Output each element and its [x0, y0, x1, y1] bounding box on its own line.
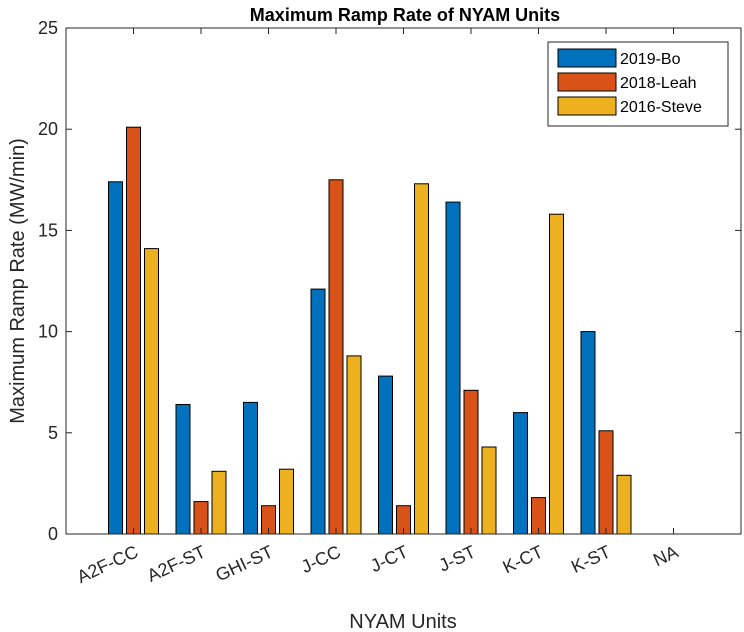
bar-2016-steve-j-ct: [414, 183, 429, 535]
bar-2018-leah-k-st: [598, 430, 614, 535]
bar-2019-bo-j-ct: [378, 375, 393, 535]
x-tick-label: NA: [650, 541, 681, 570]
bar-2019-bo-a2f-cc: [108, 181, 123, 535]
x-tick-label: K-ST: [568, 541, 614, 576]
y-axis-label: Maximum Ramp Rate (MW/min): [7, 138, 29, 424]
bar-2016-steve-k-ct: [549, 213, 564, 535]
bar-2019-bo-k-ct: [513, 412, 528, 535]
x-tick-label: K-CT: [500, 541, 547, 577]
legend-swatch: [557, 48, 617, 68]
y-tick-label: 25: [38, 18, 58, 38]
bar-2018-leah-j-cc: [328, 179, 344, 535]
x-tick-label: A2F-ST: [144, 541, 209, 585]
bar-2016-steve-ghi-st: [279, 468, 294, 535]
legend: 2019-Bo 2018-Leah 2016-Steve: [547, 41, 729, 127]
bar-2016-steve-k-st: [616, 474, 632, 535]
bar-2016-steve-a2f-st: [211, 470, 227, 535]
bar-2019-bo-j-cc: [310, 288, 326, 535]
x-tick-label: A2F-CC: [74, 541, 141, 587]
bar-2019-bo-k-st: [580, 331, 596, 535]
x-tick-label: GHI-ST: [212, 541, 276, 585]
legend-label: 2018-Leah: [620, 75, 697, 92]
y-tick-label: 15: [38, 220, 58, 240]
legend-swatch: [557, 96, 617, 116]
y-axis: 0 5 10 15 20 25: [38, 18, 741, 544]
bar-2019-bo-a2f-st: [175, 404, 191, 535]
y-tick-label: 20: [38, 119, 58, 139]
bar-2016-steve-j-cc: [346, 355, 362, 535]
bar-2018-leah-a2f-cc: [126, 126, 141, 535]
bar-2018-leah-j-st: [463, 389, 479, 535]
x-tick-label: J-ST: [436, 541, 479, 575]
y-tick-label: 10: [38, 322, 58, 342]
x-tick-label: J-CT: [367, 541, 411, 576]
x-axis-label: NYAM Units: [349, 611, 456, 632]
legend-label: 2016-Steve: [620, 99, 702, 116]
bars-group: [108, 126, 632, 535]
chart-title: Maximum Ramp Rate of NYAM Units: [250, 5, 560, 25]
bar-2016-steve-j-st: [481, 446, 497, 535]
bar-2019-bo-ghi-st: [243, 401, 258, 535]
y-tick-label: 5: [48, 423, 58, 443]
bar-2016-steve-a2f-cc: [144, 248, 159, 535]
legend-swatch: [557, 72, 617, 92]
legend-label: 2019-Bo: [620, 51, 681, 68]
bar-2019-bo-j-st: [445, 201, 461, 535]
x-tick-label: J-CC: [298, 541, 344, 576]
y-tick-label: 0: [48, 524, 58, 544]
